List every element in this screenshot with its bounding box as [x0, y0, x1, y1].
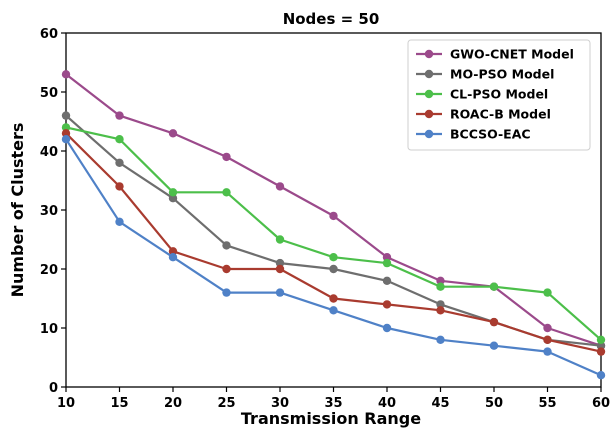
data-point: [543, 335, 552, 344]
data-point: [115, 182, 124, 191]
y-tick-label: 30: [40, 204, 58, 219]
data-point: [115, 135, 124, 144]
data-point: [61, 70, 71, 79]
data-point: [115, 217, 124, 226]
data-point: [596, 341, 606, 350]
data-point: [275, 182, 285, 191]
legend-label: CL-PSO Model: [450, 87, 548, 102]
data-point: [329, 211, 338, 221]
data-point: [382, 276, 392, 285]
data-point: [436, 276, 445, 285]
data-point: [168, 129, 178, 138]
data-point: [222, 241, 231, 250]
y-tick-label: 10: [40, 322, 58, 337]
legend-marker: [424, 129, 434, 139]
data-point: [222, 152, 231, 162]
y-axis-label: Number of Clusters: [8, 123, 27, 298]
x-tick-label: 25: [217, 396, 235, 411]
data-point: [543, 323, 552, 333]
data-point: [543, 347, 552, 356]
data-point: [115, 158, 124, 167]
data-point: [222, 288, 231, 297]
plot-area: 10 15 20 25 30 35 40 45 50 55 600102030405060GWO-C…: [40, 27, 610, 411]
x-tick-label: 60: [592, 396, 610, 411]
legend-marker: [424, 109, 434, 119]
data-point: [115, 111, 124, 120]
data-point: [382, 300, 392, 309]
y-tick-label: 60: [40, 27, 58, 42]
data-point: [436, 306, 445, 315]
legend-label: GWO-CNET Model: [450, 47, 574, 62]
data-point: [596, 335, 606, 344]
data-point: [436, 282, 445, 291]
data-point: [436, 335, 445, 344]
chart-title: Nodes = 50: [283, 10, 380, 28]
data-point: [61, 129, 71, 138]
data-point: [382, 258, 392, 268]
legend-marker: [424, 69, 434, 79]
x-tick-label: 30: [271, 396, 289, 411]
legend-label: BCCSO-EAC: [450, 127, 531, 142]
data-point: [489, 317, 499, 327]
legend: GWO-CNET Model MO-PSO Model CL-PSO Model RO…: [407, 39, 591, 151]
data-point: [275, 235, 285, 244]
data-point: [61, 111, 71, 120]
legend-marker: [424, 49, 434, 59]
x-tick-label: 20: [164, 396, 182, 411]
data-point: [168, 188, 178, 197]
data-point: [222, 188, 231, 197]
data-point: [61, 123, 71, 132]
data-point: [489, 341, 499, 350]
y-tick-label: 40: [40, 145, 58, 160]
x-axis-label: Transmission Range: [241, 409, 421, 428]
data-point: [329, 294, 338, 303]
data-point: [436, 300, 445, 309]
data-point: [596, 371, 606, 380]
legend-marker: [424, 89, 434, 99]
legend-box: [407, 39, 591, 151]
x-tick-label: 55: [538, 396, 556, 411]
data-point: [275, 258, 285, 268]
x-tick-label: 15: [110, 396, 128, 411]
data-point: [168, 253, 178, 262]
data-point: [275, 288, 285, 297]
y-tick-label: 50: [40, 86, 58, 101]
data-point: [329, 264, 338, 274]
y-tick-label: 0: [49, 381, 58, 396]
data-point: [543, 288, 552, 297]
data-point: [168, 247, 178, 256]
data-point: [489, 282, 499, 291]
legend-label: ROAC-B Model: [450, 107, 551, 122]
data-point: [222, 264, 231, 274]
data-point: [596, 347, 606, 356]
data-point: [329, 306, 338, 315]
x-tick-label: 40: [378, 396, 396, 411]
data-point: [168, 194, 178, 203]
data-point: [329, 253, 338, 262]
data-point: [382, 253, 392, 262]
y-tick-label: 20: [40, 263, 58, 278]
x-tick-label: 45: [431, 396, 449, 411]
data-point: [275, 264, 285, 274]
data-point: [61, 135, 71, 144]
legend-label: MO-PSO Model: [450, 67, 554, 82]
data-point: [382, 323, 392, 333]
x-tick-label: 35: [324, 396, 342, 411]
x-tick-label: 10: [57, 396, 75, 411]
x-tick-label: 50: [485, 396, 503, 411]
